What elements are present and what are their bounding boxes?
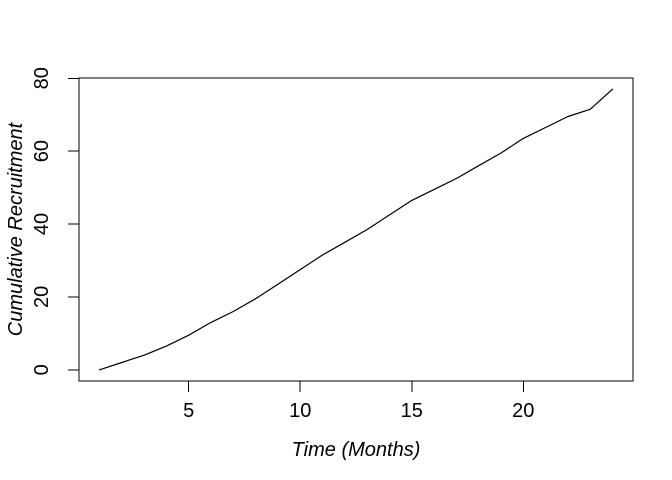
x-tick-label: 5	[183, 400, 194, 422]
y-axis-title: Cumulative Recruitment	[5, 121, 27, 336]
y-tick-label: 80	[31, 67, 53, 89]
plot-frame-layer	[78, 77, 634, 382]
y-tick-label: 60	[31, 140, 53, 162]
x-tick-label: 15	[401, 400, 423, 422]
plot-box	[78, 77, 634, 382]
series-line-cumulative-recruitment	[98, 88, 614, 371]
y-tick-label: 20	[31, 286, 53, 308]
data-series-layer	[98, 88, 614, 371]
y-tick-label: 0	[31, 364, 53, 375]
y-tick-label: 40	[31, 213, 53, 235]
x-axis-title: Time (Months)	[292, 439, 421, 461]
x-tick-label: 20	[512, 400, 534, 422]
axis-tick-layer: 5 10 15 20 0 20 40 60 80	[31, 67, 534, 422]
x-tick-label: 10	[289, 400, 311, 422]
